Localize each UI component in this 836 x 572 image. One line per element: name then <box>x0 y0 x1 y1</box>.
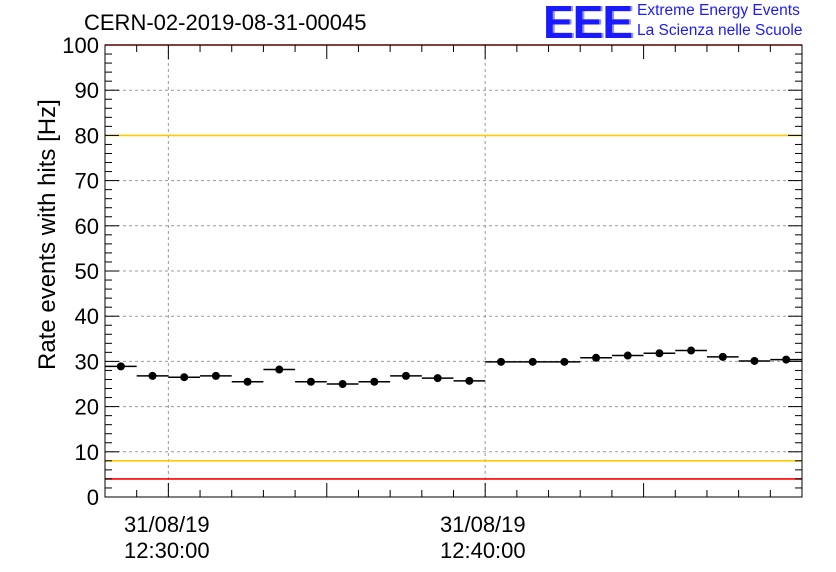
data-point <box>782 355 791 364</box>
y-tick-label: 100 <box>62 33 99 58</box>
y-tick-label: 50 <box>75 259 99 284</box>
y-tick-label: 40 <box>75 304 99 329</box>
y-tick-label: 10 <box>75 440 99 465</box>
logo-text-line1: Extreme Energy Events <box>637 2 800 19</box>
data-point <box>211 371 220 380</box>
y-tick-label: 60 <box>75 214 99 239</box>
x-tick-date-2: 31/08/19 <box>440 512 526 537</box>
y-tick-label: 70 <box>75 169 99 194</box>
y-axis-label: Rate events with hits [Hz] <box>34 99 61 370</box>
data-point <box>275 365 284 374</box>
data-point <box>687 346 696 355</box>
data-point <box>592 353 601 362</box>
grid-lines <box>105 45 802 497</box>
data-point <box>370 377 379 386</box>
data-point <box>623 351 632 360</box>
data-point <box>528 357 537 366</box>
data-point <box>243 377 252 386</box>
eee-logo: EEE <box>543 0 633 48</box>
data-point <box>306 377 315 386</box>
x-tick-time-2: 12:40:00 <box>440 538 526 563</box>
data-point <box>433 374 442 383</box>
data-point <box>750 356 759 365</box>
data-point <box>560 357 569 366</box>
plot-frame <box>104 44 803 498</box>
data-point <box>401 371 410 380</box>
data-point <box>655 349 664 358</box>
data-points <box>105 346 802 388</box>
data-point <box>465 376 474 385</box>
data-point <box>148 371 157 380</box>
y-tick-label: 80 <box>75 123 99 148</box>
x-tick-label-1: 31/08/19 12:30:00 <box>124 512 210 564</box>
y-tick-label: 90 <box>75 78 99 103</box>
data-point <box>116 362 125 371</box>
x-tick-time-1: 12:30:00 <box>124 538 210 563</box>
x-tick-date-1: 31/08/19 <box>124 512 210 537</box>
y-tick-labels: 0 10 20 30 40 50 60 70 80 90 100 <box>62 33 99 510</box>
data-point <box>180 373 189 382</box>
logo-text-line2: La Scienza nelle Scuole <box>637 22 803 39</box>
y-tick-label: 30 <box>75 349 99 374</box>
data-point <box>497 357 506 366</box>
run-title: CERN-02-2019-08-31-00045 <box>84 10 367 35</box>
y-tick-label: 20 <box>75 395 99 420</box>
x-tick-label-2: 31/08/19 12:40:00 <box>440 512 526 564</box>
y-tick-label: 0 <box>87 485 99 510</box>
reference-lines <box>105 44 802 480</box>
data-point <box>338 380 347 388</box>
data-point <box>718 352 727 361</box>
